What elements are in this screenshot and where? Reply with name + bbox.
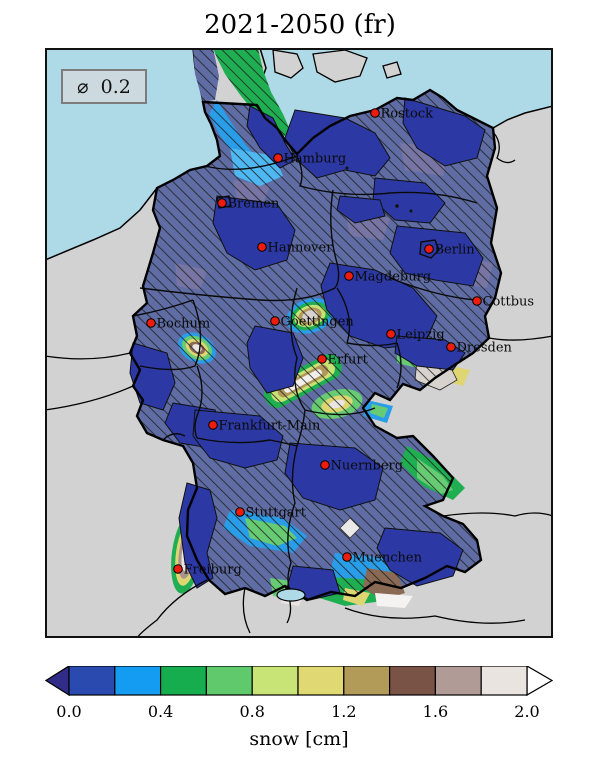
colorbar-segment <box>480 665 528 696</box>
colorbar-tick-label: 0.8 <box>239 702 264 721</box>
state-borders <box>132 155 478 594</box>
city-label: Muenchen <box>353 551 423 566</box>
city-dot <box>217 198 227 208</box>
city-label: Erfurt <box>328 353 369 368</box>
colorbar-segment <box>343 665 391 696</box>
colorbar-tick-label: 0.4 <box>148 702 173 721</box>
city-dot <box>386 329 396 339</box>
colorbar-tick-label: 2.0 <box>514 702 539 721</box>
city-dot <box>472 296 482 306</box>
city-label: Frankfurt-Main <box>219 419 321 434</box>
colorbar-label: snow [cm] <box>249 728 349 750</box>
map-panel: Rostock Hamburg Bremen Hannover Berlin Magdeb… <box>45 48 553 638</box>
colorbar: 0.0 0.4 0.8 1.2 1.6 2.0 <box>44 664 554 721</box>
colorbar-segment <box>68 665 116 696</box>
city-label: Magdeburg <box>355 270 432 285</box>
city-dot <box>370 108 380 118</box>
city-label: Bochum <box>157 317 211 332</box>
city-dot <box>257 242 267 252</box>
city-label: Nuernberg <box>331 459 404 474</box>
city-dot <box>270 316 280 326</box>
city-label: Hamburg <box>284 152 347 167</box>
city-dot <box>146 318 156 328</box>
colorbar-tick-label: 0.0 <box>56 702 81 721</box>
missing-data-diamond <box>339 517 361 539</box>
colorbar-segment <box>297 665 345 696</box>
city-label: Berlin <box>435 243 476 258</box>
lakes <box>345 166 413 213</box>
map-frame <box>45 48 553 638</box>
city-label: Goettingen <box>281 315 355 330</box>
colorbar-tick-label: 1.6 <box>423 702 448 721</box>
city-dot <box>273 153 283 163</box>
mean-value-badge: ⌀ 0.2 <box>61 69 147 104</box>
city-label: Bremen <box>228 197 280 212</box>
city-dot <box>173 564 183 574</box>
colorbar-segment <box>389 665 437 696</box>
city-label: Dresden <box>457 341 513 356</box>
colorbar-segment <box>434 665 482 696</box>
city-label: Stuttgart <box>246 506 307 521</box>
colorbar-over-arrow <box>526 664 554 697</box>
colorbar-segment <box>114 665 162 696</box>
city-label: Leipzig <box>397 328 445 343</box>
colorbar-panel: 0.0 0.4 0.8 1.2 1.6 2.0 snow [cm] <box>44 664 554 750</box>
city-label: Freiburg <box>184 563 242 578</box>
plot-title: 2021-2050 (fr) <box>204 10 396 40</box>
foreign-borders <box>45 131 553 638</box>
colorbar-tick-label: 1.2 <box>331 702 356 721</box>
city-label: Rostock <box>381 107 434 122</box>
colorbar-segment <box>205 665 253 696</box>
mean-value: 0.2 <box>100 75 131 98</box>
city-dot <box>342 552 352 562</box>
city-dot <box>344 271 354 281</box>
colorbar-under-arrow <box>44 664 70 697</box>
city-dot <box>424 244 434 254</box>
city-dot <box>208 420 218 430</box>
low-snow-regions <box>129 97 486 601</box>
colorbar-segment <box>159 665 207 696</box>
city-dot <box>446 342 456 352</box>
colorbar-segment <box>251 665 299 696</box>
city-dot <box>320 460 330 470</box>
diameter-mean-icon: ⌀ <box>77 75 89 98</box>
city-label: Cottbus <box>483 295 535 310</box>
city-dot <box>235 507 245 517</box>
city-markers: Rostock Hamburg Bremen Hannover BerlinMagdeb… <box>146 107 535 578</box>
city-dot <box>317 354 327 364</box>
lake-constance <box>276 588 306 602</box>
city-label: Hannover <box>268 241 334 256</box>
germany-snow-map: Rostock Hamburg Bremen Hannover BerlinMagdeb… <box>45 48 553 638</box>
